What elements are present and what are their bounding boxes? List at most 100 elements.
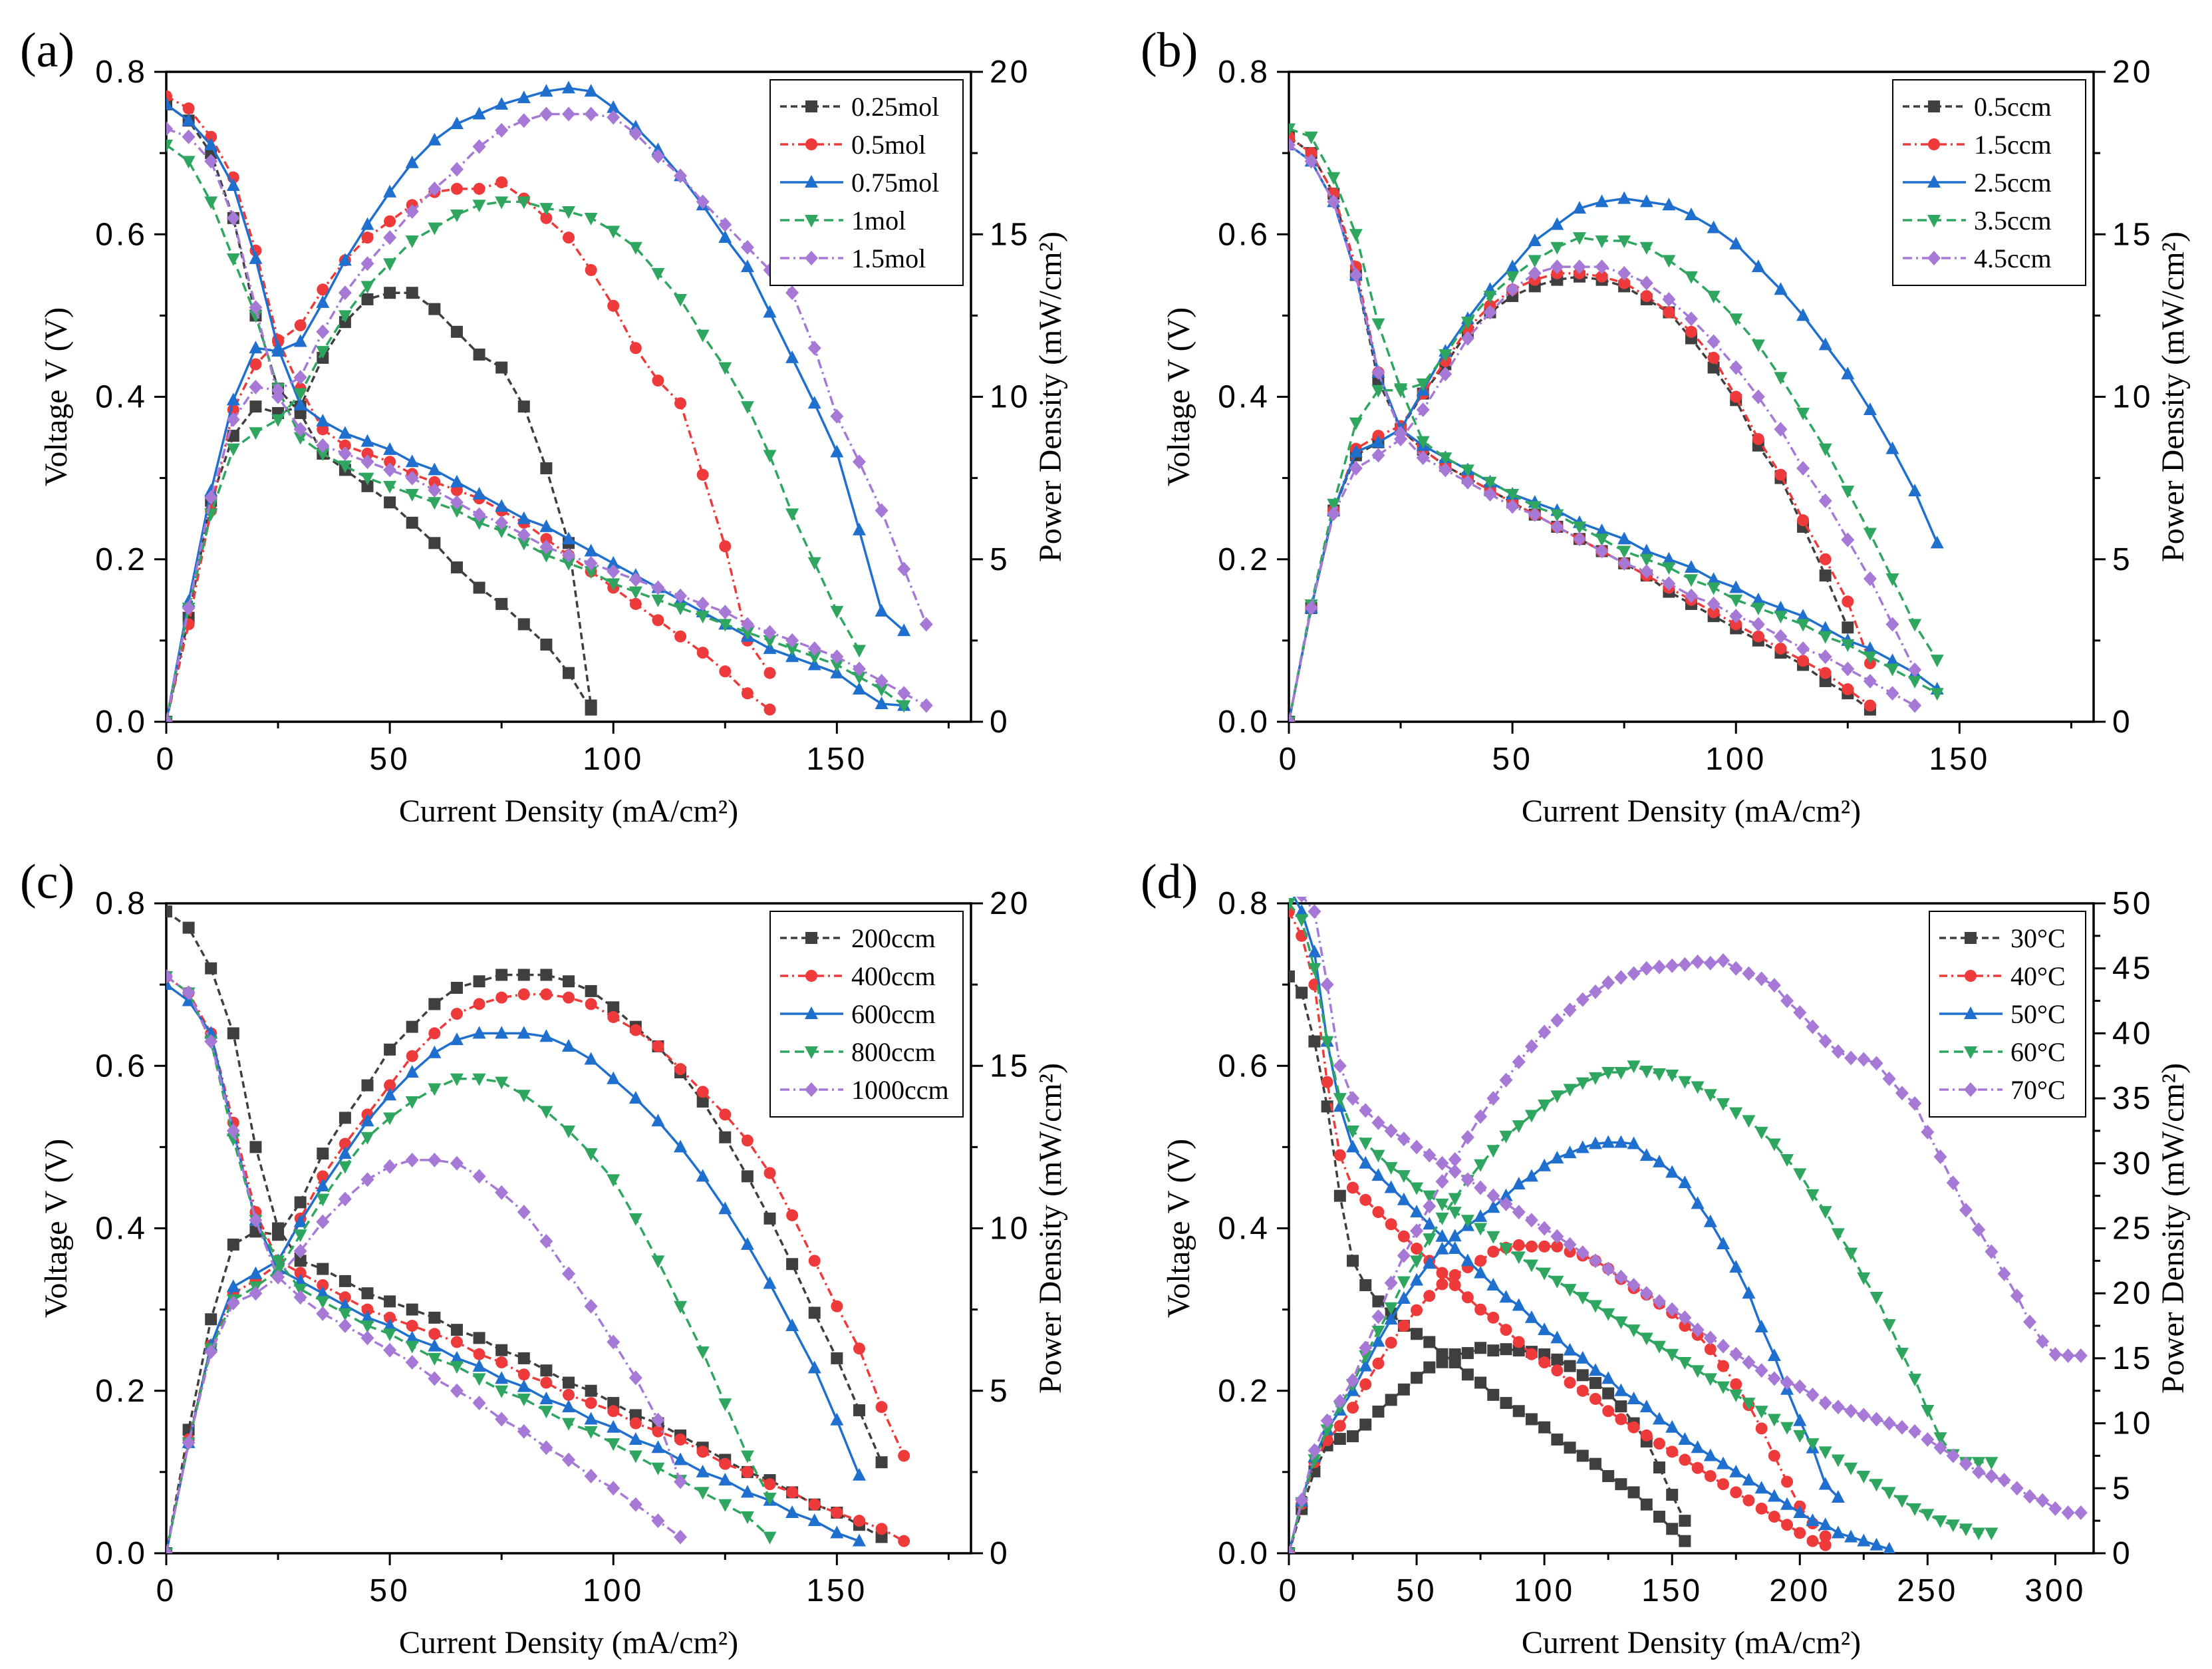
voltage-point [1576, 1384, 1589, 1397]
voltage-point [718, 619, 732, 632]
chart-panel-c: (c) 0 50 100 150 0.0 0.2 0.4 0.6 0.8 0 5 10 15 20 Curre… [20, 855, 1068, 1660]
voltage-point [1774, 611, 1788, 624]
power-point [1506, 282, 1520, 297]
voltage-point [317, 1279, 329, 1291]
voltage-point [360, 1320, 374, 1334]
voltage-point [1729, 580, 1743, 593]
voltage-point [1751, 617, 1765, 632]
series-800ccm [166, 971, 777, 1553]
voltage-point [166, 969, 173, 984]
legend: 0.5ccm 1.5ccm 2.5ccm 3.5ccm 4.5ccm [1892, 79, 2086, 286]
voltage-point [1538, 1221, 1552, 1236]
voltage-point [1550, 1330, 1564, 1344]
voltage-point [852, 671, 866, 684]
voltage-point [226, 178, 240, 191]
y-tick-label: 0.2 [95, 542, 148, 577]
voltage-point [517, 537, 531, 551]
voltage-point [1666, 1523, 1679, 1535]
voltage-point [428, 1311, 441, 1324]
x-tick-label: 150 [1641, 1573, 1703, 1608]
voltage-point [1349, 229, 1363, 242]
power-point [1774, 282, 1788, 295]
voltage-point [830, 659, 844, 673]
voltage-point [1985, 1468, 1999, 1483]
voltage-point [1563, 1284, 1577, 1297]
voltage-point [1416, 436, 1430, 449]
power-point [628, 1091, 642, 1104]
voltage-point [1640, 1429, 1653, 1441]
voltage-point [1506, 499, 1520, 514]
voltage-point [1474, 1265, 1488, 1279]
power-point [1767, 978, 1781, 993]
voltage-point [1707, 582, 1721, 595]
legend-swatch-marker [805, 251, 818, 265]
y-tick-label: 0.0 [1218, 704, 1270, 740]
y2-tick-label: 15 [990, 1048, 1030, 1084]
y-tick-label: 0.6 [1218, 1048, 1270, 1084]
voltage-point [517, 528, 531, 543]
power-point [696, 1169, 710, 1182]
power-point [1435, 1241, 1449, 1255]
power-point [1707, 220, 1721, 233]
y-tick-label: 0.2 [1218, 1374, 1270, 1409]
voltage-point [875, 1523, 888, 1535]
voltage-point [450, 1383, 464, 1398]
voltage-point [1806, 1387, 1820, 1402]
voltage-point [204, 154, 218, 169]
voltage-point [562, 1418, 575, 1431]
power-point [540, 462, 553, 474]
power-point [1627, 1060, 1641, 1074]
power-point [1755, 1422, 1768, 1435]
power-point [763, 1276, 777, 1289]
voltage-point [1512, 1336, 1525, 1348]
power-point [763, 305, 777, 318]
voltage-point [1410, 1139, 1424, 1155]
voltage-point [1818, 621, 1832, 634]
voltage-point [1742, 1494, 1755, 1507]
x-tick-label: 0 [156, 1573, 177, 1608]
voltage-line-0-5ccm [1289, 136, 1871, 711]
voltage-point [384, 456, 396, 468]
voltage-point [450, 495, 464, 510]
power-point [1639, 275, 1653, 291]
power-point [1653, 1461, 1665, 1474]
power-point [1410, 1255, 1424, 1269]
voltage-point [1767, 1371, 1781, 1386]
power-point [1327, 506, 1341, 522]
power-point [1818, 493, 1832, 508]
power-point [2061, 1348, 2075, 1363]
voltage-point [584, 1412, 598, 1425]
voltage-point [1703, 1330, 1717, 1346]
power-point [316, 1193, 330, 1207]
voltage-point [360, 472, 374, 486]
power-point [294, 319, 307, 332]
x-tick-label: 50 [1492, 742, 1532, 777]
power-point [1627, 1136, 1641, 1149]
legend-swatch-marker [1927, 251, 1941, 265]
power-point [1640, 290, 1653, 303]
voltage-point [1972, 1464, 1986, 1479]
voltage-point [1320, 1036, 1334, 1049]
y-tick-label: 0.4 [1218, 1211, 1270, 1247]
voltage-point [719, 1457, 732, 1470]
voltage-point [1483, 487, 1497, 502]
voltage-point [1595, 524, 1609, 537]
voltage-point [1678, 1432, 1692, 1445]
y2-tick-label: 30 [2112, 1146, 2153, 1181]
voltage-point [1831, 1454, 1845, 1467]
voltage-point [740, 1511, 754, 1525]
voltage-point [584, 543, 598, 557]
legend-label: 0.25mol [851, 92, 939, 122]
voltage-point [875, 673, 889, 688]
power-point [1372, 1406, 1385, 1418]
power-point [495, 1076, 509, 1090]
voltage-point [1752, 630, 1764, 643]
voltage-point [584, 566, 598, 579]
voltage-point [1703, 1448, 1717, 1461]
power-point [584, 106, 598, 122]
legend-swatch-marker [1927, 215, 1941, 228]
voltage-point [1665, 1302, 1679, 1317]
voltage-point [205, 962, 217, 975]
voltage-point [1289, 970, 1295, 983]
legend-swatch-marker [805, 100, 817, 112]
